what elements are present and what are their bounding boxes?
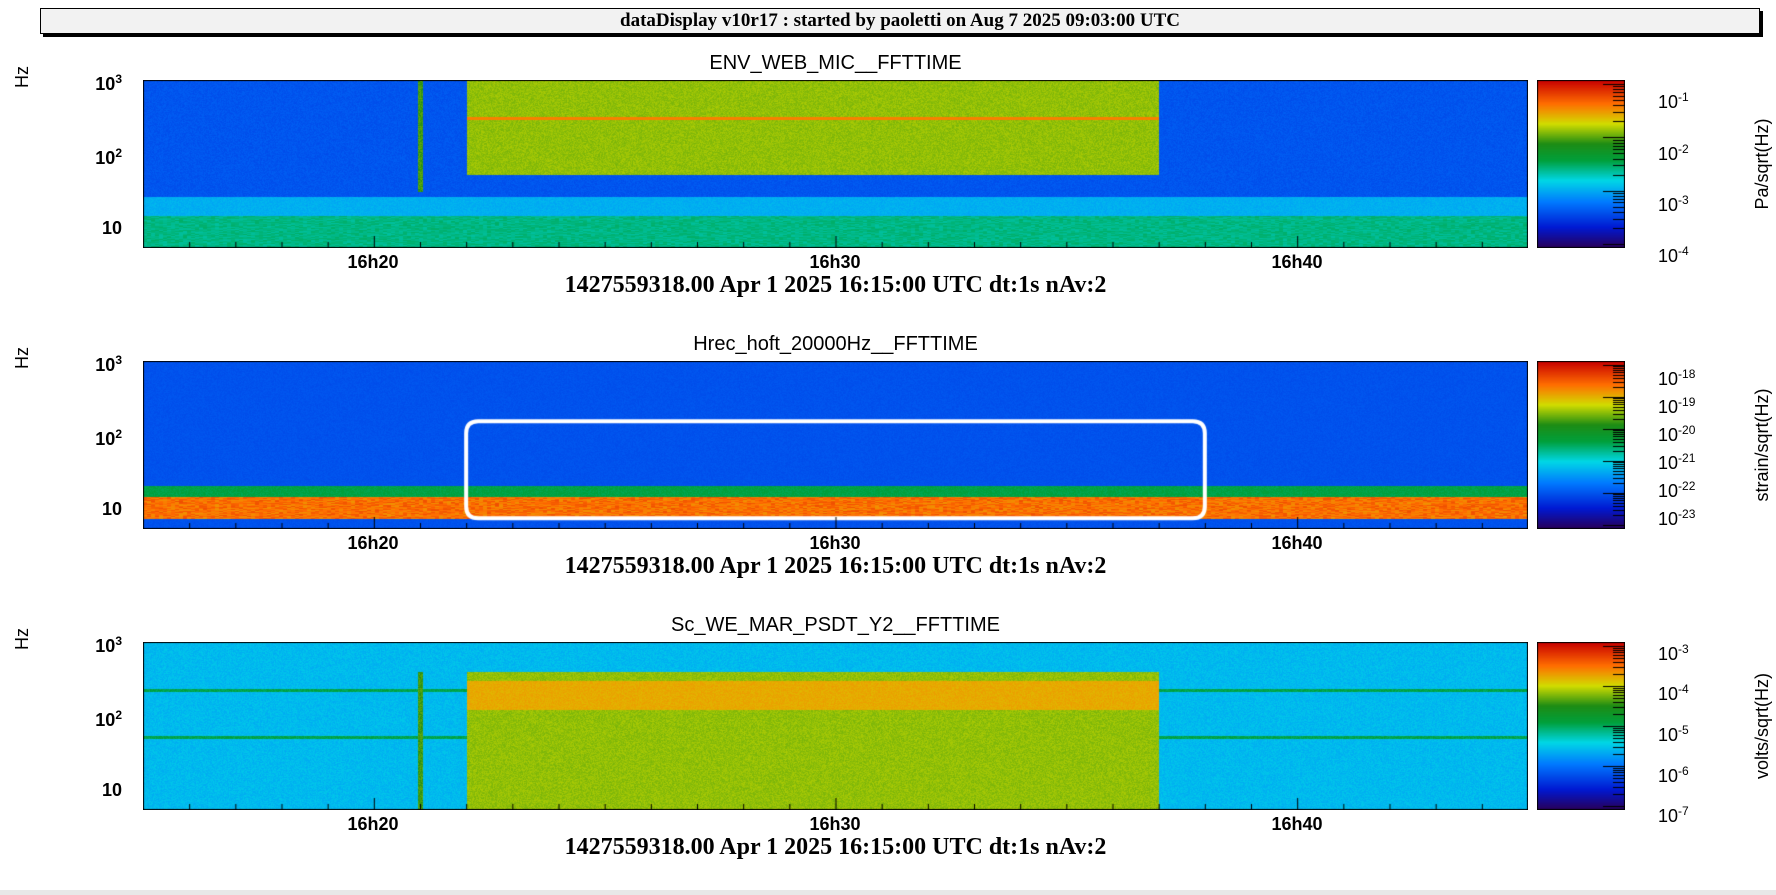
y-tick-label-10: 10 (101, 780, 122, 800)
y-axis-label: Hz (12, 628, 32, 650)
y-tick-label-100: 102 (95, 146, 122, 168)
x-tick-label-16h30: 16h30 (809, 252, 861, 272)
colorbar-tick-label: 10-18 (1658, 367, 1696, 389)
x-tick-label-16h30: 16h30 (809, 814, 861, 834)
colorbar-tick-label: 10-5 (1658, 723, 1689, 745)
panel-title: Sc_WE_MAR_PSDT_Y2__FFTTIME (671, 614, 1000, 636)
x-tick-label-16h20: 16h20 (347, 814, 399, 834)
y-tick-label-100: 102 (95, 427, 122, 449)
colorbar (1537, 361, 1625, 529)
y-tick-label-10: 10 (101, 218, 122, 238)
colorbar-tick-label: 10-20 (1658, 423, 1696, 445)
y-tick-label-1000: 103 (95, 72, 122, 94)
spectrogram-panel-scwe: Sc_WE_MAR_PSDT_Y2__FFTTIME Hz 103 102 10… (0, 614, 1776, 894)
colorbar-tick-label: 10-2 (1658, 142, 1689, 164)
x-tick-label-16h40: 16h40 (1271, 252, 1323, 272)
y-tick-label-100: 102 (95, 708, 122, 730)
y-tick-label-1000: 103 (95, 634, 122, 656)
y-axis-label: Hz (12, 66, 32, 88)
colorbar-tick-label: 10-3 (1658, 193, 1689, 215)
colorbar-tick-label: 10-21 (1658, 451, 1696, 473)
spectrogram-panel-mic: ENV_WEB_MIC__FFTTIME Hz 103 102 10 16h20… (0, 52, 1776, 332)
colorbar-tick-label: 10-6 (1658, 764, 1689, 786)
colorbar-tick-label: 10-22 (1658, 479, 1696, 501)
colorbar-tick-label: 10-23 (1658, 507, 1696, 529)
spectrogram-panel-hrec: Hrec_hoft_20000Hz__FFTTIME Hz 103 102 10… (0, 333, 1776, 613)
x-tick-label-16h20: 16h20 (347, 252, 399, 272)
colorbar-tick-label: 10-4 (1658, 244, 1689, 266)
colorbar-tick-label: 10-1 (1658, 90, 1689, 112)
panel-footer-timestamp: 1427559318.00 Apr 1 2025 16:15:00 UTC dt… (564, 272, 1107, 298)
colorbar-tick-label: 10-7 (1658, 804, 1689, 826)
colorbar-tick-label: 10-3 (1658, 642, 1689, 664)
panel-title: ENV_WEB_MIC__FFTTIME (709, 52, 962, 74)
x-tick-label-16h40: 16h40 (1271, 814, 1323, 834)
panel-footer-timestamp: 1427559318.00 Apr 1 2025 16:15:00 UTC dt… (564, 834, 1107, 860)
spectrogram-plot[interactable] (143, 361, 1528, 529)
colorbar-unit-label: Pa/sqrt(Hz) (1752, 118, 1772, 210)
x-tick-label-16h30: 16h30 (809, 533, 861, 553)
spectrogram-plot[interactable] (143, 80, 1528, 248)
y-tick-label-1000: 103 (95, 353, 122, 375)
colorbar-tick-label: 10-19 (1658, 395, 1696, 417)
bottom-edge (0, 890, 1776, 895)
panel-title: Hrec_hoft_20000Hz__FFTTIME (693, 333, 978, 355)
x-tick-label-16h20: 16h20 (347, 533, 399, 553)
spectrogram-plot[interactable] (143, 642, 1528, 810)
window-title-banner: dataDisplay v10r17 : started by paoletti… (40, 8, 1760, 34)
panel-footer-timestamp: 1427559318.00 Apr 1 2025 16:15:00 UTC dt… (564, 553, 1107, 579)
y-tick-label-10: 10 (101, 499, 122, 519)
colorbar-unit-label: strain/sqrt(Hz) (1752, 388, 1772, 502)
colorbar-tick-label: 10-4 (1658, 682, 1689, 704)
y-axis-label: Hz (12, 347, 32, 369)
colorbar-unit-label: volts/sqrt(Hz) (1752, 672, 1772, 780)
x-tick-label-16h40: 16h40 (1271, 533, 1323, 553)
colorbar (1537, 642, 1625, 810)
colorbar (1537, 80, 1625, 248)
